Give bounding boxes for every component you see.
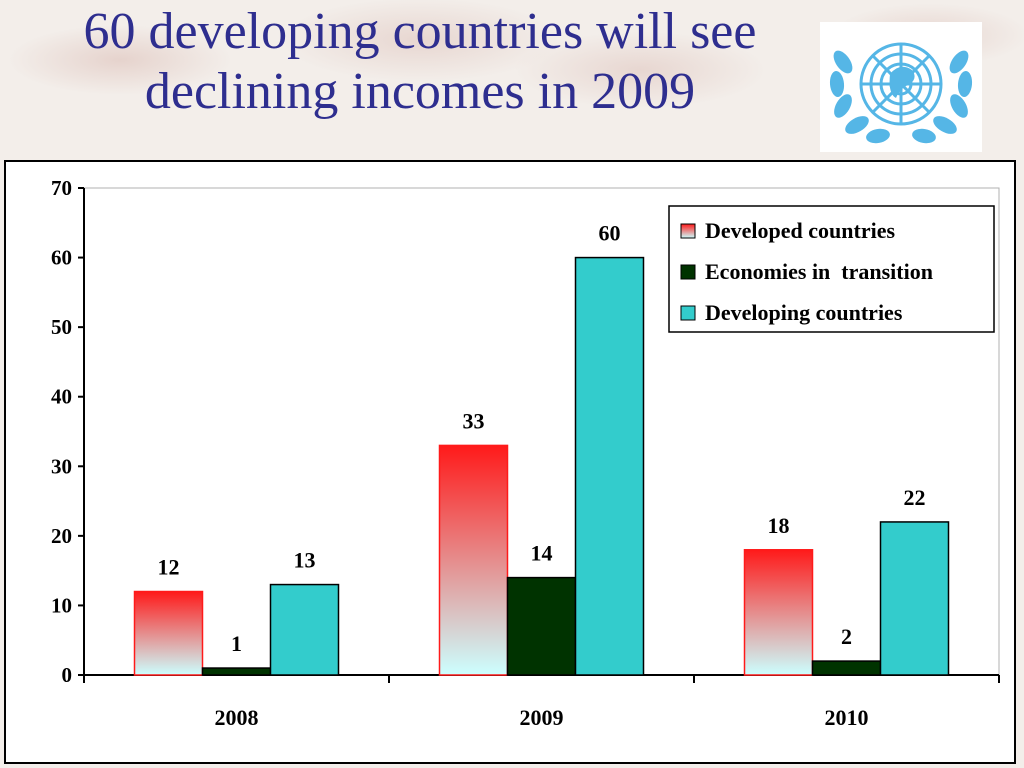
bar bbox=[269, 583, 340, 676]
chart-frame: 0 10 20 30 40 50 60 70 2008 2009 2010 12 1 13 33 14 60 1… bbox=[4, 160, 1016, 764]
bar bbox=[506, 576, 577, 676]
legend-label: Economies in transition bbox=[705, 259, 933, 284]
data-label: 12 bbox=[158, 555, 180, 580]
data-label: 22 bbox=[904, 485, 926, 510]
y-tick-label: 70 bbox=[51, 176, 72, 200]
legend-swatch bbox=[680, 264, 696, 280]
title-line-1: 60 developing countries will see bbox=[83, 3, 757, 60]
bar bbox=[133, 590, 204, 676]
bar bbox=[811, 660, 882, 676]
x-tick-label: 2009 bbox=[520, 705, 564, 730]
x-tick-label: 2010 bbox=[825, 705, 869, 730]
legend-box bbox=[668, 205, 995, 333]
y-tick-label: 40 bbox=[51, 385, 72, 409]
data-label: 60 bbox=[599, 221, 621, 246]
data-label: 13 bbox=[294, 548, 316, 573]
un-emblem-icon bbox=[829, 42, 973, 144]
bar bbox=[438, 444, 509, 676]
y-tick-label: 0 bbox=[62, 663, 73, 687]
un-logo bbox=[820, 22, 982, 152]
bar bbox=[574, 256, 645, 676]
legend-swatch bbox=[680, 305, 696, 321]
title-line-2: declining incomes in 2009 bbox=[144, 63, 696, 120]
legend-label: Developed countries bbox=[705, 218, 895, 243]
chart-legend: Developed countries Economies in transiti… bbox=[668, 205, 995, 333]
legend-swatch bbox=[680, 223, 696, 239]
data-label: 2 bbox=[841, 624, 852, 649]
bar bbox=[879, 521, 950, 676]
y-tick-label: 50 bbox=[51, 315, 72, 339]
data-label: 18 bbox=[768, 513, 790, 538]
bar-chart: 0 10 20 30 40 50 60 70 2008 2009 2010 12 1 13 33 14 60 1… bbox=[51, 176, 1000, 730]
data-label: 1 bbox=[231, 631, 242, 656]
y-tick-label: 20 bbox=[51, 524, 72, 548]
data-label: 33 bbox=[463, 408, 485, 433]
y-tick-label: 10 bbox=[51, 593, 72, 617]
y-tick-label: 60 bbox=[51, 246, 72, 270]
data-label: 14 bbox=[531, 541, 553, 566]
slide-title: 60 developing countries will see declini… bbox=[0, 2, 840, 122]
legend-label: Developing countries bbox=[705, 300, 903, 325]
bar bbox=[201, 667, 272, 676]
x-tick-label: 2008 bbox=[215, 705, 259, 730]
bar bbox=[743, 549, 814, 676]
y-tick-label: 30 bbox=[51, 454, 72, 478]
